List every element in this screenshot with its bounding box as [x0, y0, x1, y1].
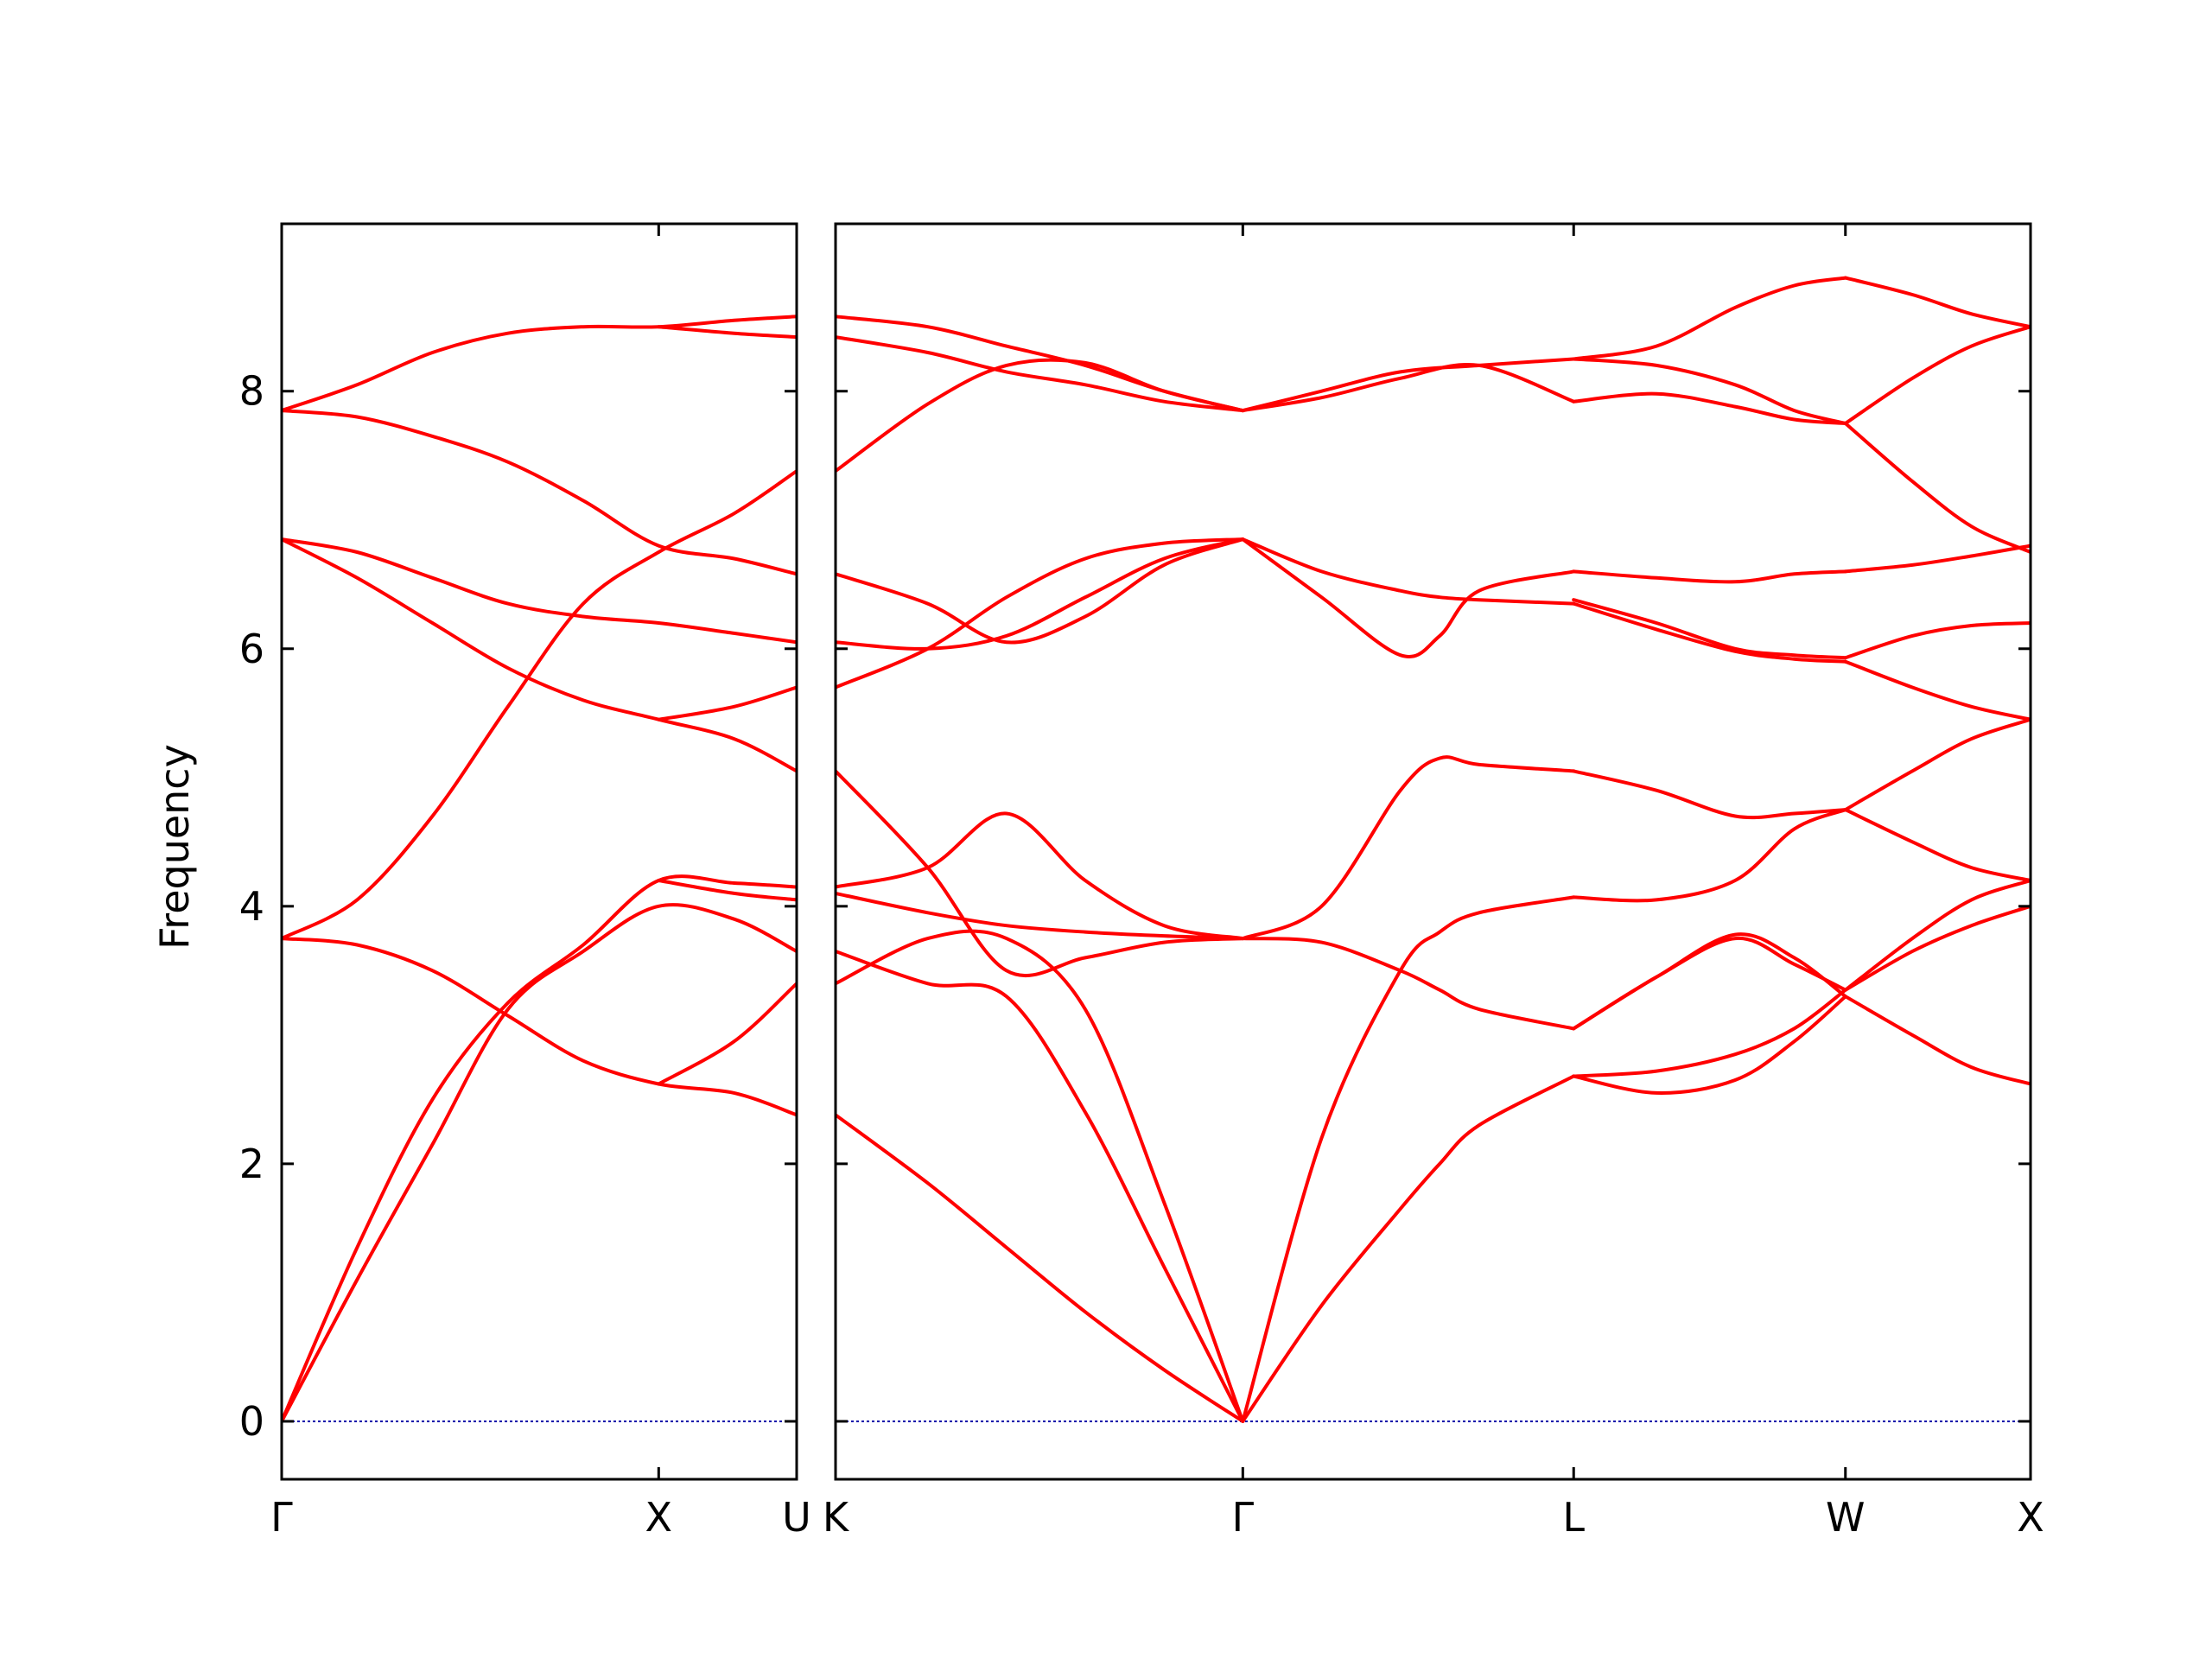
- phonon-band-line: [282, 537, 797, 773]
- y-tick-label: 2: [239, 1141, 264, 1187]
- phonon-band-line: [1843, 717, 2031, 812]
- x-tick-label: U: [782, 1494, 811, 1541]
- band-series-group: [836, 276, 2031, 1423]
- phonon-band-line: [836, 358, 1245, 474]
- phonon-band-line: [1241, 357, 1576, 413]
- phonon-band-line: [836, 537, 1245, 690]
- y-tick-label: 4: [239, 883, 264, 930]
- phonon-band-line: [1843, 904, 2031, 992]
- phonon-band-line: [1572, 808, 1847, 903]
- y-tick-label: 0: [239, 1398, 264, 1445]
- phonon-band-line: [1843, 325, 2031, 425]
- phonon-band-line: [1572, 601, 1847, 664]
- phonon-band-line: [1241, 537, 1576, 606]
- phonon-band-line: [836, 1113, 1245, 1423]
- phonon-band-line: [836, 811, 1245, 941]
- x-tick-label: X: [645, 1494, 673, 1541]
- phonon-band-line: [836, 929, 1245, 1423]
- phonon-band-line: [1843, 879, 2031, 992]
- phonon-band-line: [1241, 895, 1576, 1423]
- x-tick-label: L: [1562, 1494, 1585, 1541]
- phonon-band-line: [282, 409, 797, 576]
- phonon-band-line: [1572, 569, 1847, 584]
- phonon-band-line: [1241, 363, 1576, 413]
- x-tick-label: K: [823, 1494, 850, 1541]
- x-tick-label: Γ: [1232, 1494, 1255, 1541]
- y-tick-label: 6: [239, 626, 264, 672]
- phonon-band-line: [1572, 995, 1847, 1095]
- phonon-band-line: [1572, 988, 1847, 1078]
- phonon-band-line: [657, 982, 797, 1086]
- phonon-band-line: [282, 315, 797, 413]
- panel-frame: [834, 222, 2032, 1481]
- x-tick-label: X: [2017, 1494, 2044, 1541]
- phonon-band-line: [1241, 1074, 1576, 1423]
- phonon-band-line: [657, 325, 797, 340]
- y-tick-label: 8: [239, 368, 264, 415]
- panel-frame: [280, 222, 798, 1481]
- phonon-band-line: [836, 950, 1245, 1423]
- phonon-band-line: [836, 537, 1245, 651]
- phonon-band-line: [1572, 391, 1847, 425]
- phonon-band-line: [1843, 621, 2031, 660]
- phonon-band-line: [282, 903, 797, 1423]
- phonon-band-line: [282, 469, 797, 941]
- phonon-band-line: [282, 537, 797, 645]
- phonon-band-line: [657, 685, 797, 721]
- phonon-band-line: [1843, 422, 2031, 554]
- phonon-band-line: [1572, 937, 1847, 1031]
- phonon-band-line: [282, 937, 797, 1117]
- phonon-band-line: [1843, 808, 2031, 882]
- band-series-group: [282, 315, 797, 1423]
- y-axis: 0 2 4 6 8: [239, 368, 264, 1445]
- phonon-band-line: [1241, 755, 1576, 941]
- phonon-band-line: [1843, 659, 2031, 721]
- phonon-band-line: [836, 335, 1245, 413]
- phonon-band-line: [1572, 769, 1847, 820]
- phonon-band-line: [1572, 276, 1847, 361]
- x-tick-label: Γ: [270, 1494, 293, 1541]
- phonon-band-line: [836, 537, 1245, 645]
- phonon-band-line: [1241, 937, 1576, 1031]
- x-tick-label: W: [1826, 1494, 1865, 1541]
- phonon-band-line: [1843, 543, 2031, 574]
- phonon-band-line: [1241, 537, 1576, 658]
- phonon-band-line: [1843, 995, 2031, 1086]
- phonon-band-line: [836, 891, 1245, 941]
- phonon-band-line: [1572, 598, 1847, 660]
- phonon-band-line: [282, 874, 797, 1423]
- phonon-band-line: [657, 879, 797, 902]
- phonon-band-line: [1572, 357, 1847, 425]
- y-axis-label: Frequency: [151, 744, 198, 950]
- phonon-band-line: [1843, 276, 2031, 329]
- phonon-band-line: [836, 769, 1245, 978]
